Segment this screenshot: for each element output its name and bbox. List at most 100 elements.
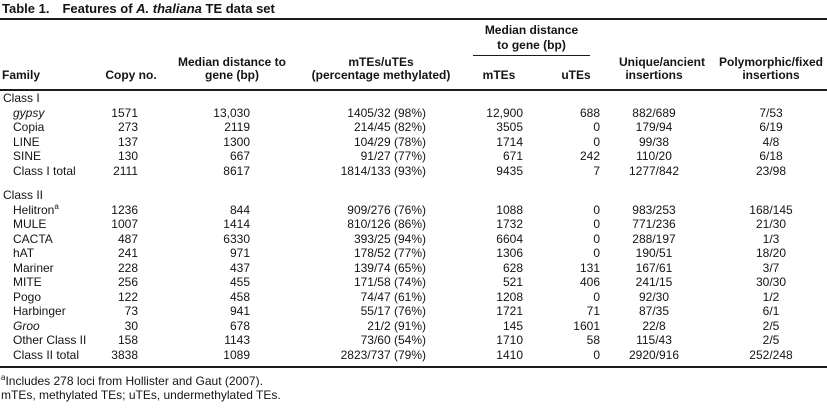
top-rule: [0, 18, 827, 20]
cell-utes: 0: [593, 217, 600, 231]
cell-ratio: 1814/133 (93%): [340, 163, 426, 178]
cell-median: 458: [229, 289, 250, 304]
table-row: hAT 241 971 178/52 (77%) 1306 0 190/51 18/20: [0, 246, 827, 261]
cell-mtes: 1208: [496, 289, 523, 304]
cell-unique: 167/61: [635, 260, 673, 275]
cell-median: 1089: [167, 347, 297, 368]
cell-copy: 273: [117, 120, 138, 134]
cell-ratio: 74/47 (61%): [360, 289, 426, 304]
cell-mtes: 145: [502, 318, 523, 333]
cell-poly: 4/8: [762, 134, 780, 149]
cell-family: Other Class II: [0, 333, 95, 348]
cell-median: 971: [229, 246, 250, 260]
section-row: Class II: [0, 188, 827, 203]
family-label: Pogo: [13, 289, 42, 304]
section-row: Class I: [0, 90, 827, 106]
cell-unique: 179/94: [635, 120, 673, 134]
cell-median: 2119: [224, 120, 250, 134]
family-label: Other Class II: [13, 333, 87, 347]
table-row: MULE 1007 1414 810/126 (86%) 1732 0 771/236 21/…: [0, 217, 827, 232]
cell-poly: 6/18: [759, 149, 783, 163]
cell-median: 1143: [224, 333, 250, 347]
cell-copy: 241: [117, 246, 138, 260]
cell-utes: 7: [593, 163, 600, 178]
cell-median: 941: [229, 304, 250, 318]
cell-copy: 137: [117, 134, 138, 149]
cell-copy: 1236: [111, 202, 138, 217]
cell-median: 13,030: [213, 105, 250, 120]
cell-family: gypsy: [0, 106, 95, 121]
spacer-row: [0, 178, 827, 188]
cell-median: 8617: [223, 163, 250, 178]
header-family: Family: [0, 56, 95, 91]
cell-utes: 406: [579, 275, 600, 289]
header-mtes: mTEs: [465, 56, 533, 91]
cell-family: Class I total: [0, 164, 95, 179]
cell-utes: 0: [593, 134, 600, 149]
table-row: Copia 273 2119 214/45 (82%) 3505 0 179/94 6/19: [0, 120, 827, 135]
cell-ratio: 1405/32 (98%): [347, 105, 426, 120]
cell-mtes: 671: [502, 149, 523, 163]
table-row: Helitrona 1236 844 909/276 (76%) 1088 0 983/25…: [0, 202, 827, 218]
cell-family: Copia: [0, 120, 95, 135]
cell-poly: 1/3: [762, 231, 780, 246]
spanner-row: Median distance to gene (bp): [0, 21, 827, 56]
cell-utes: 131: [579, 260, 600, 275]
family-label: Class II: [3, 188, 44, 202]
table-header: Median distance to gene (bp) Family Copy no…: [0, 21, 827, 91]
cell-mtes: 1410: [465, 347, 533, 368]
footnote: aIncludes 278 loci from Hollister and Ga…: [1, 373, 263, 389]
cell-mtes: 1088: [496, 202, 523, 217]
cell-copy: 228: [117, 260, 138, 275]
cell-family: Harbinger: [0, 304, 95, 319]
family-label: Groo: [13, 318, 40, 333]
cell-ratio: 393/25 (94%): [353, 231, 426, 246]
cell-ratio: 55/17 (76%): [360, 304, 426, 318]
header-copy: Copy no.: [95, 56, 167, 91]
cell-ratio: 104/29 (78%): [353, 134, 426, 149]
column-header-row: Family Copy no. Median distance to gene (bp…: [0, 56, 827, 91]
cell-utes: 0: [593, 289, 600, 304]
cell-unique: 87/35: [638, 304, 670, 318]
cell-unique: 2920/916: [619, 347, 689, 368]
cell-family: Class I: [0, 90, 95, 106]
cell-poly: 6/19: [759, 120, 783, 134]
cell-utes: 0: [593, 231, 600, 246]
cell-median: 1300: [223, 134, 250, 149]
cell-copy: 3838: [95, 347, 167, 368]
cell-copy: 73: [124, 304, 138, 318]
cell-family: CACTA: [0, 232, 95, 247]
table-row: Harbinger 73 941 55/17 (76%) 1721 71 87/35 6/1: [0, 304, 827, 319]
family-label: MULE: [13, 217, 47, 231]
table-row: MITE 256 455 171/58 (74%) 521 406 241/15 30/30: [0, 275, 827, 290]
header-unique: Unique/ancient insertions: [619, 56, 705, 91]
family-label: gypsy: [13, 105, 45, 120]
cell-ratio: 171/58 (74%): [353, 275, 426, 289]
cell-copy: 1571: [111, 105, 138, 120]
cell-ratio: 2823/737 (79%): [297, 347, 465, 368]
cell-median: 6330: [223, 231, 250, 246]
table-row: Class I total 2111 8617 1814/133 (93%) 9435 7…: [0, 164, 827, 179]
cell-unique: 771/236: [632, 217, 676, 231]
table-number: Table 1.: [2, 1, 50, 16]
cell-ratio: 909/276 (76%): [347, 202, 426, 217]
table-row: Other Class II 158 1143 73/60 (54%) 1710 58 11…: [0, 333, 827, 348]
cell-utes: 242: [579, 149, 600, 163]
cell-poly: 30/30: [755, 275, 787, 289]
cell-utes: 1601: [573, 318, 600, 333]
cell-unique: 190/51: [635, 246, 673, 260]
header-poly: Polymorphic/fixed insertions: [689, 56, 827, 91]
cell-poly: 18/20: [755, 246, 787, 260]
family-label: MITE: [13, 275, 42, 289]
cell-poly: 168/145: [749, 202, 793, 217]
family-label: Copia: [13, 120, 45, 134]
table-row: Class II total 3838 1089 2823/737 (79%) 1410…: [0, 347, 827, 368]
cell-poly: 1/2: [762, 289, 780, 304]
cell-copy: 158: [117, 333, 138, 347]
family-label: SINE: [13, 149, 42, 163]
cell-copy: 2111: [113, 163, 138, 178]
cell-unique: 288/197: [632, 231, 676, 246]
cell-poly: 252/248: [689, 347, 827, 368]
cell-mtes: 3505: [496, 120, 523, 134]
